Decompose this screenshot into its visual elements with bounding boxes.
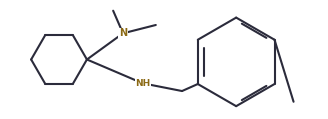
Text: NH: NH [135, 79, 150, 88]
Text: N: N [119, 28, 127, 38]
